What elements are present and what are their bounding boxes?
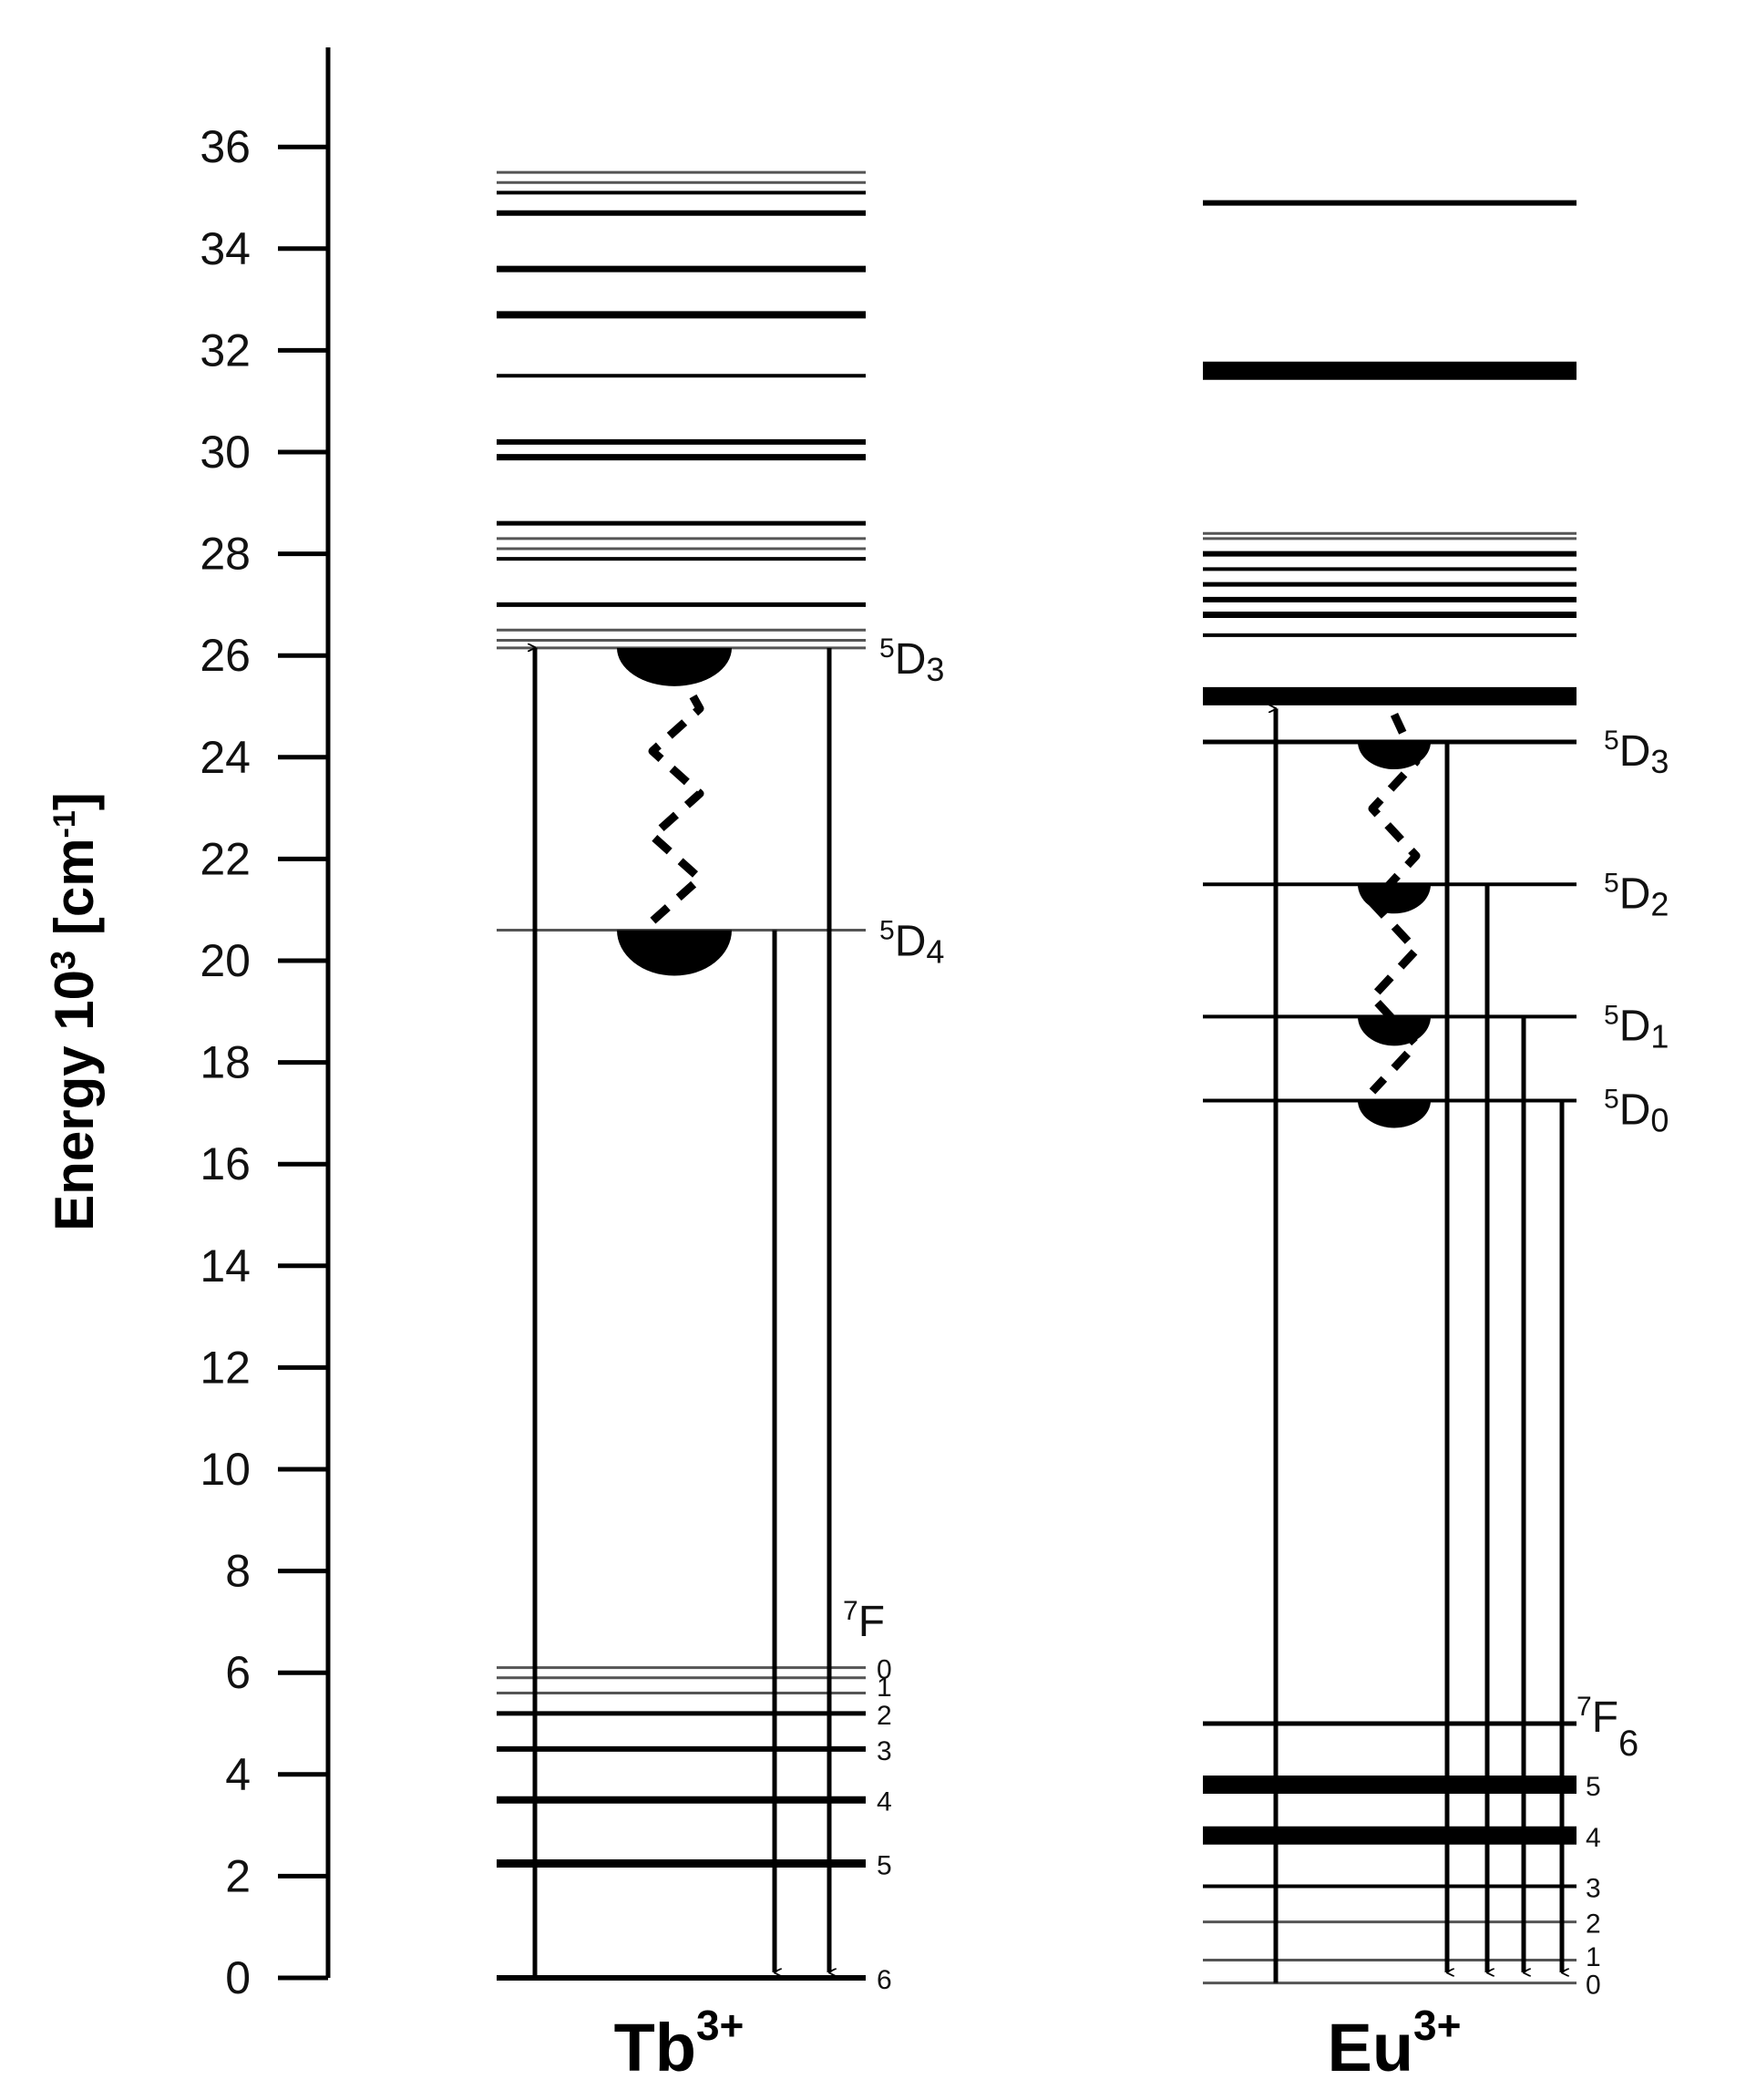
eu-level-scheme: 5D3 5D2 5D1 5D0 7F6 5 4 3 210 — [1203, 200, 1669, 2001]
y-tick-label: 2 — [225, 1850, 251, 1901]
eu-ion-label: Eu3+ — [1327, 2002, 1461, 2085]
y-tick-label: 26 — [200, 630, 251, 681]
y-tick-label: 4 — [225, 1749, 251, 1800]
eu-state-label: 5D3 — [1604, 726, 1669, 780]
y-tick-label: 28 — [200, 529, 251, 580]
tb-j-number: 5 — [877, 1850, 892, 1880]
tb-relaxation-path — [648, 664, 704, 924]
y-tick-label: 18 — [200, 1037, 251, 1088]
y-tick-label: 22 — [200, 833, 251, 884]
eu-state-label: 5D2 — [1604, 868, 1669, 922]
y-tick-label: 20 — [200, 935, 251, 986]
eu-population-blob — [1358, 884, 1431, 914]
eu-j-number: 0 — [1586, 1971, 1601, 2001]
y-tick-label: 36 — [200, 121, 251, 172]
eu-j-number: 2 — [1586, 1910, 1601, 1940]
eu-state-label: 5D0 — [1604, 1084, 1669, 1138]
y-tick-label: 12 — [200, 1342, 251, 1393]
eu-population-blob — [1358, 742, 1431, 770]
eu-population-blob — [1358, 1100, 1431, 1128]
tb-j-number: 3 — [877, 1736, 892, 1766]
eu-j-number: 4 — [1586, 1823, 1601, 1853]
y-tick-label: 8 — [225, 1546, 251, 1597]
eu-j-number: 5 — [1586, 1772, 1601, 1802]
tb-population-blob — [617, 647, 732, 686]
y-tick-label: 30 — [200, 427, 251, 478]
y-tick-label: 14 — [200, 1240, 251, 1292]
eu-j-number: 3 — [1586, 1874, 1601, 1904]
tb-population-blob — [617, 930, 732, 976]
tb-j-number: 2 — [877, 1701, 892, 1731]
tb-ion-label: Tb3+ — [614, 2002, 745, 2085]
eu-state-label: 5D1 — [1604, 1000, 1669, 1055]
y-tick-label: 6 — [225, 1647, 251, 1698]
tb-state-label: 5D4 — [879, 916, 944, 971]
y-axis-title: Energy 103 [cm-1] — [44, 792, 105, 1231]
tb-j-number: 1 — [877, 1673, 892, 1703]
y-tick-label: 34 — [200, 223, 251, 274]
tb-j-number: 4 — [877, 1787, 892, 1817]
eu-ground-term-label: 7F6 — [1577, 1692, 1638, 1764]
y-tick-label: 0 — [225, 1952, 251, 2003]
y-tick-label: 24 — [200, 732, 251, 783]
tb-j-number: 0 — [877, 1655, 892, 1685]
tb-j-number: 6 — [877, 1965, 892, 1995]
y-tick-label: 10 — [200, 1444, 251, 1495]
tb-ground-term-label: 7F — [843, 1596, 885, 1646]
y-tick-label: 32 — [200, 324, 251, 376]
y-tick-label: 16 — [200, 1138, 251, 1189]
eu-population-blob — [1358, 1016, 1431, 1046]
eu-j-number: 1 — [1586, 1942, 1601, 1972]
tb-level-scheme: 5D3 5D4 7F 012 3 4 5 6 — [497, 170, 944, 1995]
tb-state-label: 5D3 — [879, 633, 944, 688]
